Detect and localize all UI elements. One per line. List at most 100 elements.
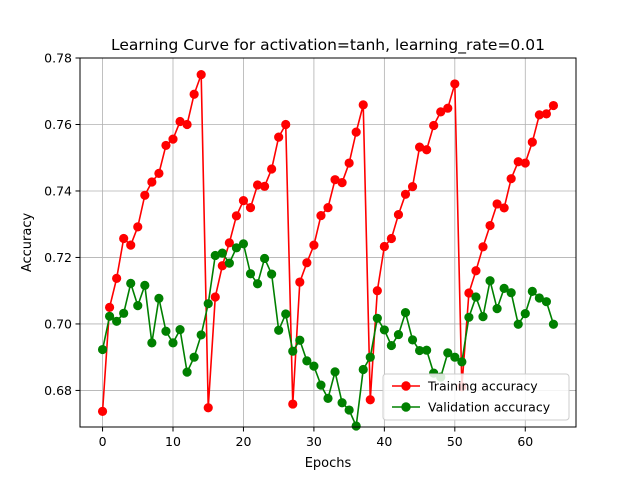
validation-point [358, 364, 368, 375]
x-tick-label: 0 [99, 434, 107, 449]
training-point [231, 211, 242, 221]
validation-point [513, 319, 523, 329]
validation-point [422, 345, 432, 355]
series-training [97, 70, 559, 416]
validation-point [506, 288, 516, 298]
validation-point [274, 325, 284, 335]
training-point [464, 288, 474, 298]
x-tick-label: 60 [517, 434, 533, 449]
chart-title: Learning Curve for activation=tanh, lear… [111, 36, 545, 55]
training-point [323, 202, 333, 213]
training-point [274, 132, 284, 142]
validation-point [154, 293, 164, 303]
validation-point [386, 340, 397, 351]
training-point [485, 220, 495, 231]
training-point [104, 302, 115, 312]
y-tick-label: 0.72 [44, 250, 72, 265]
validation-point [231, 243, 242, 253]
training-point [203, 403, 213, 413]
training-point [196, 70, 206, 80]
training-point [259, 181, 270, 191]
training-line [101, 73, 555, 412]
y-tick-label: 0.76 [44, 117, 72, 132]
training-point [238, 196, 249, 206]
validation-point [464, 312, 474, 322]
validation-point [393, 329, 404, 340]
validation-point [485, 276, 495, 286]
training-point [182, 119, 192, 130]
validation-point [471, 292, 481, 302]
validation-point [400, 308, 411, 318]
training-point [154, 168, 164, 178]
validation-point [281, 309, 291, 319]
validation-point [119, 308, 129, 318]
legend: Training accuracy Validation accuracy [382, 373, 570, 421]
validation-point [267, 269, 277, 279]
validation-point [252, 279, 263, 289]
training-point [168, 134, 178, 144]
training-point [302, 258, 312, 268]
validation-point [112, 316, 122, 326]
training-point [400, 189, 411, 199]
y-axis-ticks: 0.68 0.70 0.72 0.74 0.76 0.78 [44, 51, 80, 398]
legend-box [382, 373, 570, 421]
x-tick-label: 50 [447, 434, 463, 449]
training-point [407, 182, 418, 192]
training-point [288, 399, 298, 409]
training-point [548, 100, 559, 111]
grid [80, 57, 576, 427]
validation-point [288, 346, 298, 356]
validation-point [351, 421, 361, 431]
validation-point [133, 301, 143, 311]
training-point [112, 273, 122, 283]
training-point [506, 174, 516, 184]
validation-point [548, 319, 559, 329]
training-point [126, 240, 136, 250]
validation-point [344, 405, 354, 415]
validation-point [309, 361, 319, 371]
validation-point [541, 297, 552, 307]
legend-marker-training [401, 381, 411, 391]
validation-point [499, 283, 509, 293]
validation-point [140, 280, 150, 290]
plot-frame [79, 57, 577, 428]
training-point [224, 238, 234, 248]
validation-point [492, 304, 502, 314]
y-axis-label: Accuracy [20, 213, 35, 273]
training-point [492, 199, 502, 209]
training-point [147, 177, 157, 187]
training-point [358, 100, 368, 110]
validation-point [126, 278, 136, 288]
x-tick-label: 20 [236, 434, 252, 449]
validation-point [534, 293, 544, 303]
validation-point [527, 286, 537, 296]
training-point [344, 158, 354, 168]
validation-point [175, 324, 185, 335]
training-point [161, 140, 171, 151]
training-point [450, 79, 460, 89]
training-point [309, 240, 319, 250]
validation-point [217, 248, 227, 258]
validation-point [520, 309, 530, 319]
validation-point [189, 352, 199, 362]
validation-point [365, 352, 375, 362]
training-point [372, 286, 382, 296]
validation-point [196, 330, 206, 340]
validation-point [330, 367, 340, 377]
training-point [119, 233, 129, 244]
training-point [436, 107, 446, 117]
validation-point [224, 258, 234, 268]
series-layer [97, 70, 559, 431]
validation-point [238, 239, 249, 249]
training-point [478, 242, 488, 252]
validation-point [245, 269, 256, 279]
validation-point [147, 338, 157, 348]
validation-point [168, 338, 178, 348]
training-point [365, 395, 375, 405]
validation-point [316, 380, 326, 390]
validation-point [161, 326, 171, 336]
training-point [393, 209, 404, 220]
x-tick-label: 30 [306, 434, 322, 449]
validation-point [259, 253, 270, 264]
